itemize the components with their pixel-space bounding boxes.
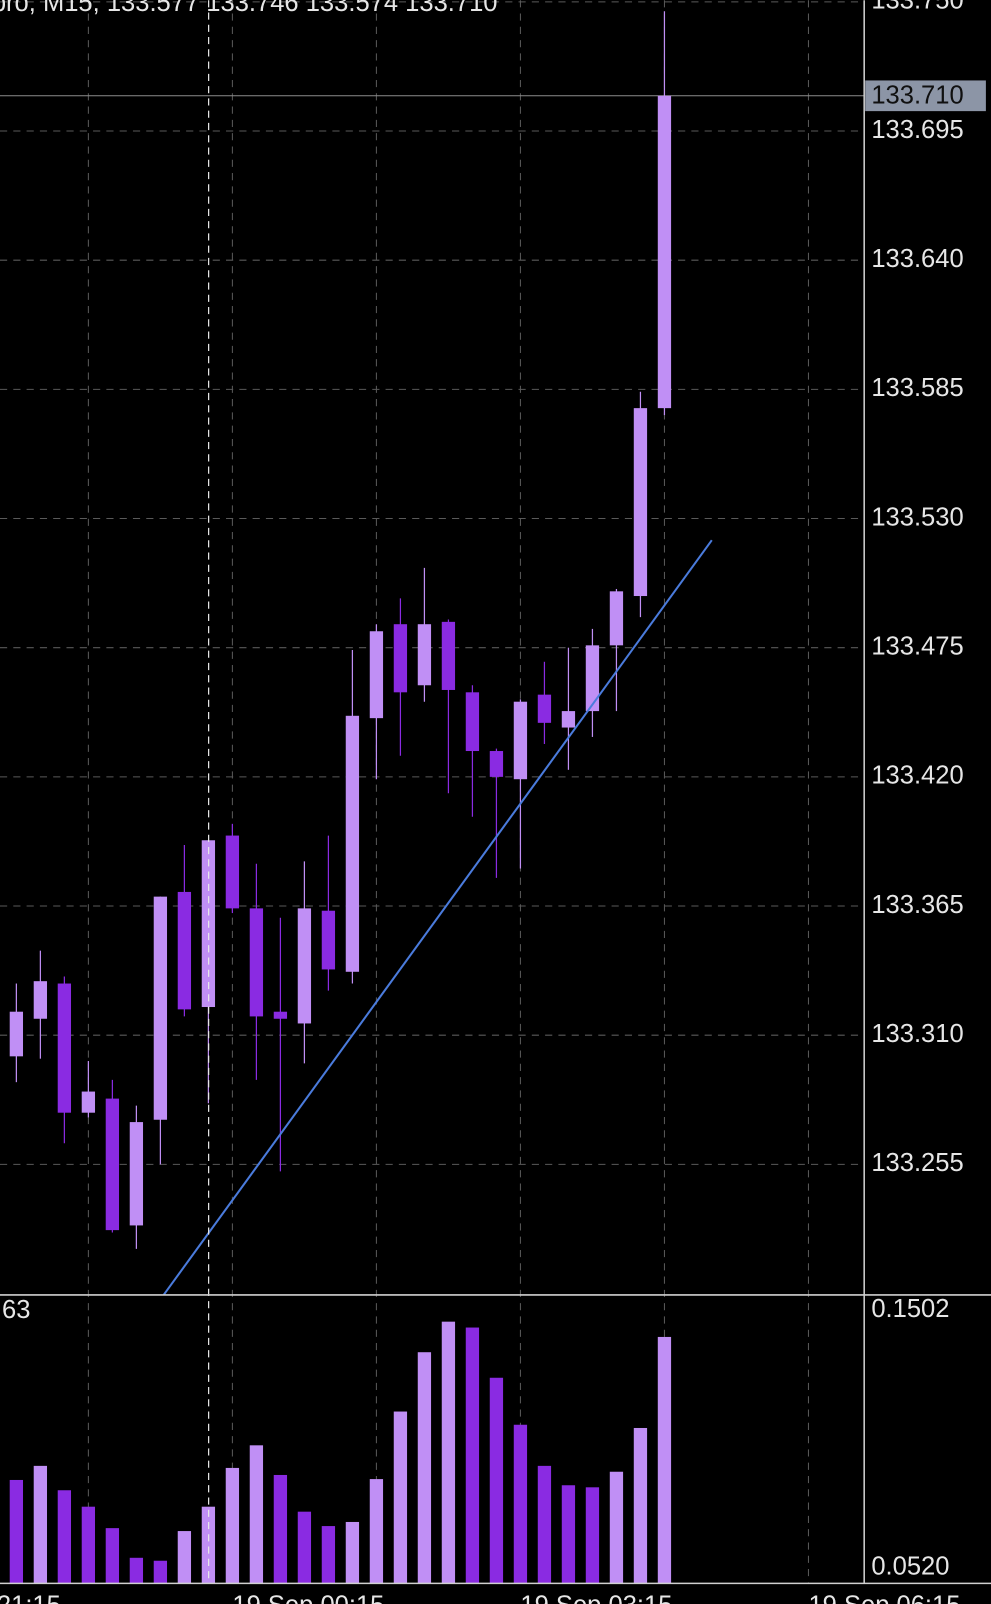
volume-bar xyxy=(585,1487,600,1584)
candle-body xyxy=(345,715,360,972)
candle-body xyxy=(225,835,240,909)
volume-bar xyxy=(177,1531,192,1584)
candle-body xyxy=(417,624,432,686)
y-tick-label: 133.530 xyxy=(871,503,963,531)
volume-bar xyxy=(249,1445,264,1584)
volume-bar xyxy=(441,1321,456,1584)
candle-body xyxy=(249,908,264,1017)
volume-bar xyxy=(81,1506,96,1584)
y-tick-label: 133.310 xyxy=(871,1020,963,1048)
last-price-box xyxy=(865,80,986,112)
volume-bar xyxy=(9,1479,24,1584)
candle-body xyxy=(33,981,48,1019)
volume-bar xyxy=(489,1377,504,1584)
candle-body xyxy=(273,1011,288,1019)
volume-bar xyxy=(465,1327,480,1584)
volume-bar xyxy=(321,1526,336,1584)
y-tick-label: 133.750 xyxy=(871,0,963,15)
y-tick-label: 133.475 xyxy=(871,632,963,660)
volume-bar xyxy=(201,1506,216,1584)
candle-body xyxy=(633,408,648,597)
candle-body xyxy=(153,896,168,1120)
mark-layer xyxy=(9,11,672,1584)
volume-bar xyxy=(657,1336,672,1584)
volume-bar xyxy=(417,1352,432,1584)
candle-body xyxy=(177,891,192,1010)
y-tick-label: 133.255 xyxy=(871,1149,963,1177)
volume-bar xyxy=(225,1467,240,1584)
candle-body xyxy=(561,711,576,728)
volume-bar xyxy=(609,1471,624,1584)
candle-body xyxy=(489,751,504,777)
candle-body xyxy=(369,631,384,719)
x-tick-label: 19 Sep 00:15 xyxy=(232,1592,384,1604)
candle-body xyxy=(441,621,456,690)
volume-bar xyxy=(33,1465,48,1584)
volume-bar xyxy=(393,1411,408,1584)
last-price-label: 133.710 xyxy=(871,82,963,110)
volume-bar xyxy=(273,1474,288,1584)
volume-label: 63 xyxy=(2,1296,30,1324)
candle-body xyxy=(57,983,72,1113)
y-tick-label: 133.585 xyxy=(871,374,963,402)
volume-bar xyxy=(633,1427,648,1584)
volume-bar xyxy=(369,1479,384,1584)
candle-body xyxy=(609,591,624,646)
x-tick-label: 19 Sep 03:15 xyxy=(520,1592,672,1604)
volume-bar xyxy=(297,1511,312,1584)
trend-line xyxy=(162,539,713,1296)
x-tick-label: Sep 21:15 xyxy=(0,1592,61,1604)
candle-body xyxy=(105,1098,120,1231)
candle-body xyxy=(393,624,408,693)
volume-bar xyxy=(561,1485,576,1584)
candle-body xyxy=(297,908,312,1024)
y-tick-label: 133.420 xyxy=(871,762,963,790)
volume-bar xyxy=(513,1424,528,1584)
candle-body xyxy=(465,692,480,752)
candle-body xyxy=(129,1122,144,1226)
y-tick-label: 133.365 xyxy=(871,891,963,919)
candle-body xyxy=(537,694,552,723)
candle-body xyxy=(657,95,672,409)
volume-bar xyxy=(105,1528,120,1584)
y-tick-label: 133.695 xyxy=(871,116,963,144)
volume-bar xyxy=(345,1521,360,1584)
x-tick-label: 19 Sep 06:15 xyxy=(808,1592,960,1604)
y-tick-label: 0.0520 xyxy=(871,1553,949,1581)
volume-bar xyxy=(537,1465,552,1584)
y-tick-label: 133.640 xyxy=(871,245,963,273)
y-tick-label: 0.1502 xyxy=(871,1295,949,1323)
chart-title: bro, M15, 133.577 133.746 133.574 133.71… xyxy=(0,0,498,17)
candle-body xyxy=(81,1091,96,1113)
volume-bar xyxy=(57,1490,72,1584)
candle-body xyxy=(513,701,528,780)
candle-body xyxy=(9,1011,24,1057)
volume-bar xyxy=(153,1560,168,1584)
candle-body xyxy=(585,645,600,712)
volume-bar xyxy=(129,1557,144,1584)
candle-body xyxy=(321,910,336,970)
